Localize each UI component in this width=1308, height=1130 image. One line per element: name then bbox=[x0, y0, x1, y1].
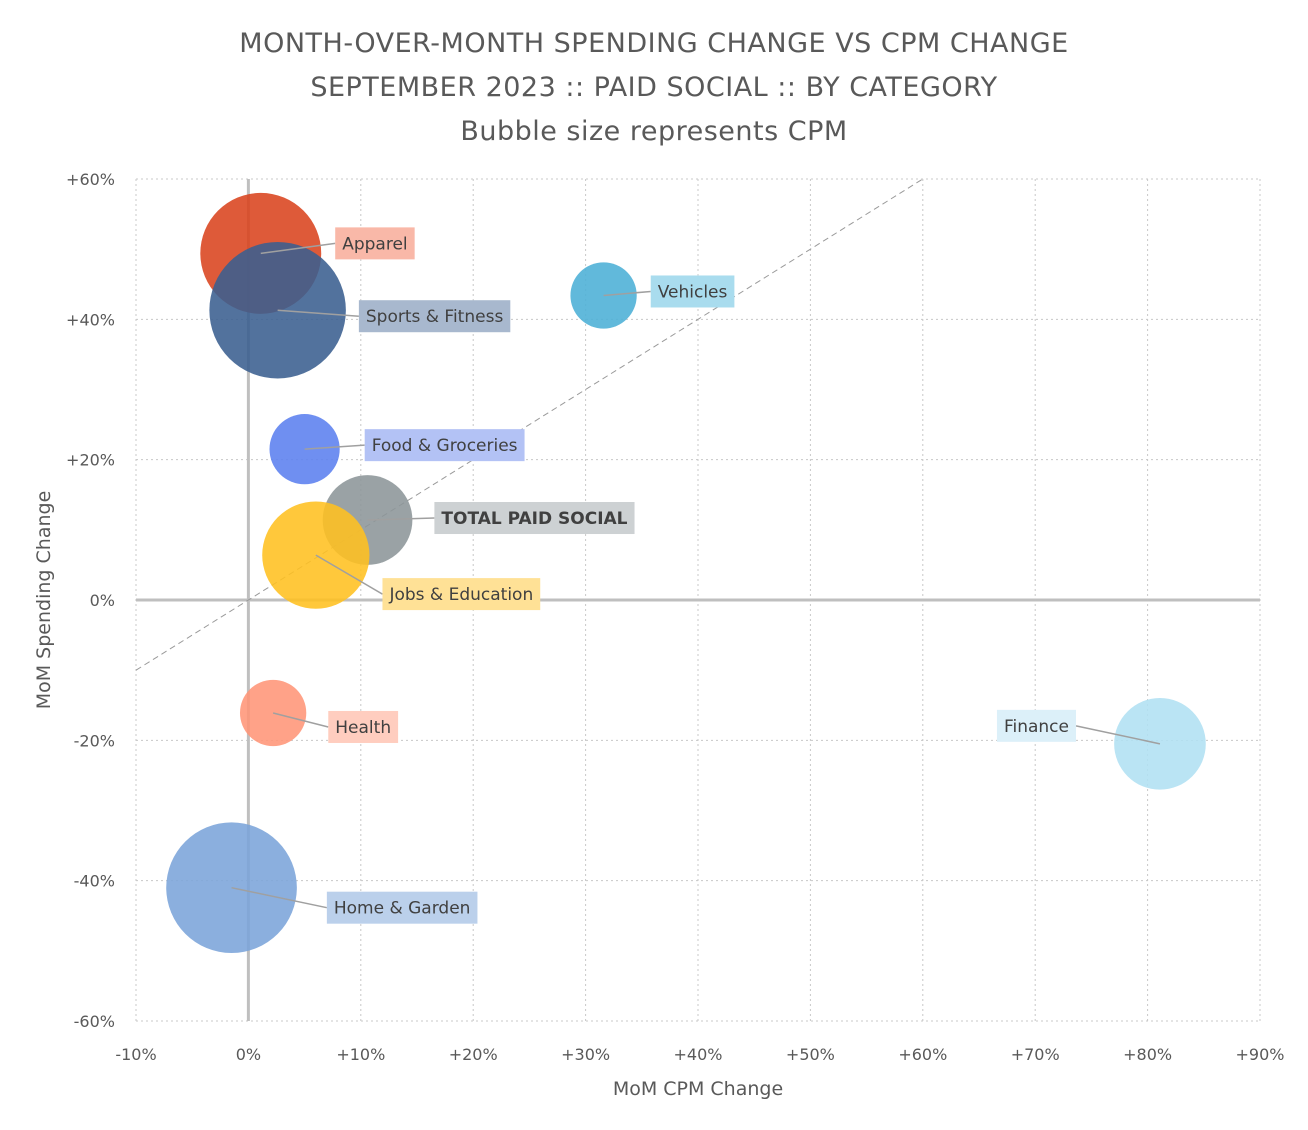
x-tick-label: +20% bbox=[449, 1045, 498, 1064]
y-tick-label: +60% bbox=[66, 170, 115, 189]
x-tick-label: +80% bbox=[1123, 1045, 1172, 1064]
chart-titles: MONTH-OVER-MONTH SPENDING CHANGE VS CPM … bbox=[0, 22, 1308, 154]
bubble-label-text: Food & Groceries bbox=[372, 436, 518, 456]
y-tick-label: -20% bbox=[74, 731, 115, 750]
tick-labels: -10% 0% +10% +20% +30% +40% +50% +60% +70% +80% +9… bbox=[66, 170, 1284, 1064]
leader-lines bbox=[231, 242, 1161, 909]
x-tick-label: +50% bbox=[786, 1045, 835, 1064]
bubble bbox=[1114, 698, 1206, 790]
leader-line bbox=[231, 886, 328, 909]
leader-line bbox=[315, 554, 383, 595]
bubble-label-text: Sports & Fitness bbox=[366, 307, 504, 327]
leader-line bbox=[304, 444, 365, 450]
chart-subtitle-2: Bubble size represents CPM bbox=[460, 116, 848, 147]
bubble-label-background bbox=[358, 300, 511, 333]
bubble-label-background bbox=[434, 502, 635, 535]
x-tick-label: -10% bbox=[115, 1045, 156, 1064]
y-axis-title: MoM Spending Change bbox=[33, 491, 55, 710]
leader-line bbox=[272, 712, 329, 728]
x-tick-label: +10% bbox=[336, 1045, 385, 1064]
y-tick-label: +20% bbox=[66, 451, 115, 470]
reference-line bbox=[135, 178, 924, 671]
leader-line bbox=[367, 517, 435, 521]
y-tick-label: +40% bbox=[66, 310, 115, 329]
y-tick-label: -60% bbox=[74, 1012, 115, 1031]
bubble bbox=[239, 679, 307, 747]
chart-title: MONTH-OVER-MONTH SPENDING CHANGE VS CPM … bbox=[239, 28, 1069, 59]
bubble-label-text: Finance bbox=[1004, 717, 1069, 737]
x-tick-label: +40% bbox=[674, 1045, 723, 1064]
bubble-label-background bbox=[364, 429, 525, 462]
x-axis-title: MoM CPM Change bbox=[613, 1078, 783, 1100]
bubble-label-text: Apparel bbox=[342, 234, 407, 254]
x-tick-label: +90% bbox=[1236, 1045, 1285, 1064]
bubble-labels: Apparel Sports & Fitness Vehicles Food & Gr… bbox=[326, 227, 1077, 924]
reference-line-group bbox=[135, 178, 924, 671]
bubble-label-text: TOTAL PAID SOCIAL bbox=[441, 509, 627, 529]
bubble-label-background bbox=[335, 227, 415, 260]
x-tick-label: 0% bbox=[236, 1045, 261, 1064]
bubble-label-background bbox=[996, 709, 1077, 742]
bubble-label-text: Jobs & Education bbox=[388, 585, 533, 605]
x-tick-label: +60% bbox=[898, 1045, 947, 1064]
bubble-label-background bbox=[382, 578, 541, 611]
bubble-label-background bbox=[328, 710, 399, 743]
bubble-label-text: Vehicles bbox=[658, 282, 728, 302]
leader-line bbox=[1075, 725, 1161, 745]
bubble-label-text: Home & Garden bbox=[334, 899, 471, 919]
x-tick-label: +30% bbox=[561, 1045, 610, 1064]
chart-subtitle: SEPTEMBER 2023 :: PAID SOCIAL :: BY CATE… bbox=[310, 72, 998, 103]
leader-line bbox=[603, 290, 651, 297]
bubble-label-background bbox=[650, 275, 735, 308]
leader-line bbox=[277, 309, 359, 317]
bubble-label-background bbox=[326, 891, 478, 924]
y-tick-label: 0% bbox=[90, 591, 115, 610]
y-tick-label: -40% bbox=[74, 872, 115, 891]
leader-line bbox=[260, 242, 336, 255]
bubble-label-text: Health bbox=[335, 718, 391, 738]
x-tick-label: +70% bbox=[1011, 1045, 1060, 1064]
